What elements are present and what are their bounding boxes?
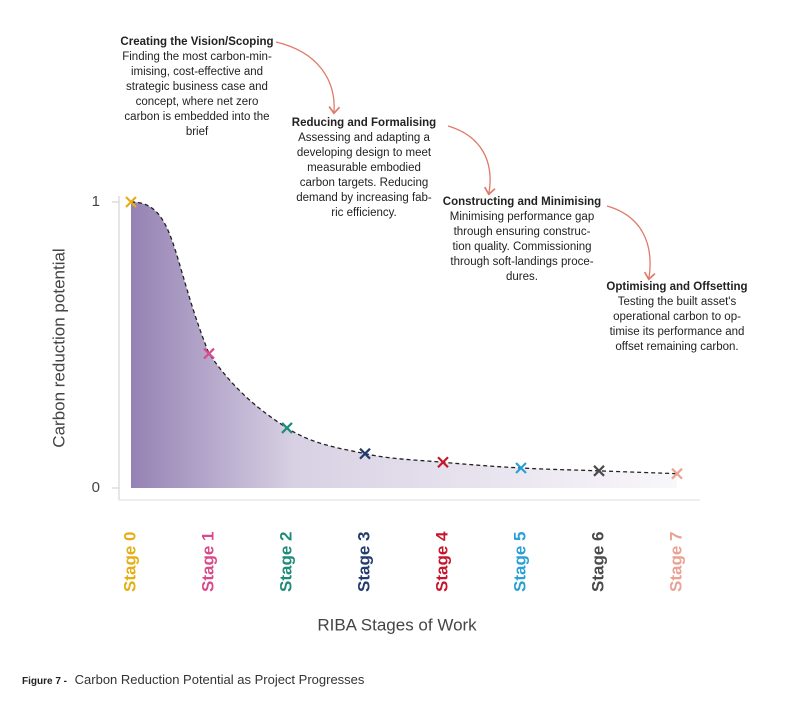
annotation-text: strategic business case and [126,81,268,93]
y-tick-label: 0 [92,479,100,496]
y-tick-label: 1 [92,193,100,210]
annotation-text: Finding the most carbon-min- [122,51,272,63]
annotation-text: measurable embodied [307,162,421,174]
annotation-title: Reducing and Formalising [292,117,436,129]
point-marker [125,196,137,208]
point-marker [593,465,605,477]
caption-text: Carbon Reduction Potential as Project Pr… [75,672,365,687]
annotation-text: carbon is embedded into the [124,111,269,123]
area [131,202,677,488]
annotation-text: offset remaining carbon. [615,341,738,353]
x-tick-label: Stage 7 [666,532,685,592]
annotation-text: carbon targets. Reducing [300,177,429,189]
y-axis-label: Carbon reduction potential [49,248,68,447]
annotation-text: timise its performance and [610,326,745,338]
x-tick-label: Stage 6 [588,532,607,592]
x-tick-label: Stage 4 [432,531,451,592]
x-tick-label: Stage 5 [510,532,529,592]
annotation-text: Assessing and adapting a [298,132,430,144]
caption-label: Figure 7 - [22,676,67,687]
annotation-text: brief [186,126,209,138]
arrow [275,41,341,115]
point-marker [203,347,215,360]
x-tick-label: Stage 2 [276,532,295,592]
annotation-text: concept, where net zero [136,96,259,108]
x-tick-label: Stage 0 [120,532,139,592]
point-marker [281,422,293,434]
annotation-text: developing design to meet [297,147,432,159]
point-marker [671,467,683,480]
annotation-text: operational carbon to op- [613,311,741,323]
annotation-text: Testing the built asset's [618,296,737,308]
annotation-text: demand by increasing fab- [296,192,432,204]
annotation-text: ric efficiency. [331,207,396,219]
x-axis-label: RIBA Stages of Work [317,615,477,634]
arrow [606,205,656,281]
annotation-text: through soft-landings proce- [450,256,593,268]
annotation-text: through ensuring construc- [454,226,591,238]
annotation-text: tion quality. Commissioning [452,241,591,253]
arrow [447,125,496,196]
point-marker [515,462,527,474]
annotation-title: Creating the Vision/Scoping [120,36,273,48]
annotation-title: Constructing and Minimising [443,196,601,208]
annotation-text: imising, cost-effective and [131,66,263,78]
annotation-text: dures. [506,271,538,283]
annotation-text: Minimising performance gap [450,211,594,223]
point-marker [437,456,449,469]
caption: Figure 7 - Carbon Reduction Potential as… [22,672,365,687]
x-tick-label: Stage 1 [198,532,217,592]
arrows [275,41,656,281]
x-tick-label: Stage 3 [354,532,373,592]
point-marker [359,447,371,460]
annotation-title: Optimising and Offsetting [606,281,747,293]
